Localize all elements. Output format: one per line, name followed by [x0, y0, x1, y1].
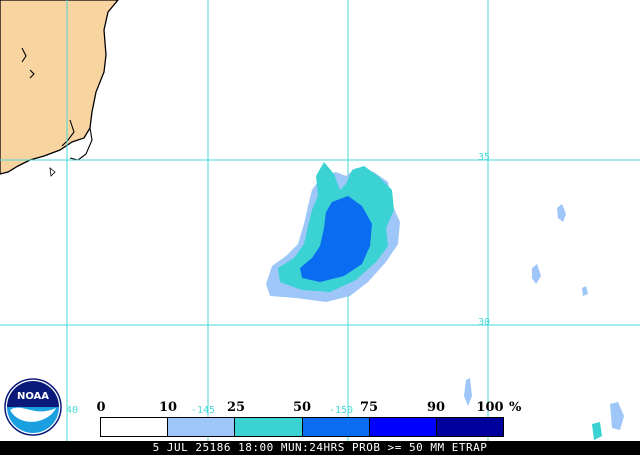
legend-color-bar	[100, 417, 504, 437]
legend-unit: %	[509, 400, 522, 415]
graticule	[0, 0, 640, 441]
caption-bar: 5 JUL 25186 18:00 MUN:24HRS PROB >= 50 M…	[0, 441, 640, 455]
lon-label-140: 40	[66, 405, 79, 416]
legend-swatch-90-100	[436, 418, 504, 436]
prob-region-scatter-4	[610, 402, 624, 430]
lat-label-30: 30	[478, 317, 491, 328]
legend-swatch-0-10	[101, 418, 169, 436]
probability-field	[266, 162, 624, 440]
legend-tick-25: 25	[226, 400, 246, 415]
prob-region-scatter-3	[464, 378, 472, 406]
lon-label-150: -150	[329, 405, 354, 416]
prob-region-scatter-5	[592, 422, 602, 440]
prob-region-scatter-2	[532, 264, 541, 284]
land-mass	[0, 0, 119, 175]
legend-tick-75: 75	[359, 400, 379, 415]
legend-tick-50: 50	[292, 400, 312, 415]
prob-region-50-75	[300, 196, 372, 282]
noaa-logo-text: NOAA	[17, 391, 49, 402]
legend-tick-100: 100	[476, 400, 504, 415]
prob-region-scatter-6	[582, 286, 588, 296]
legend-tick-10: 10	[158, 400, 178, 415]
lon-label-145: -145	[191, 405, 216, 416]
legend-tick-0: 0	[96, 400, 106, 415]
legend-swatch-25-50	[235, 418, 303, 436]
island	[49, 167, 56, 177]
legend-swatch-10-25	[168, 418, 236, 436]
coast-detail	[21, 47, 93, 161]
legend-swatch-50-75	[302, 418, 370, 436]
product-caption: 5 JUL 25186 18:00 MUN:24HRS PROB >= 50 M…	[152, 441, 488, 454]
legend-swatch-75-90	[369, 418, 437, 436]
legend-tick-90: 90	[426, 400, 446, 415]
prob-region-scatter-1	[557, 204, 566, 222]
lat-label-35: 35	[478, 152, 491, 163]
noaa-logo-icon: NOAA	[4, 378, 62, 436]
